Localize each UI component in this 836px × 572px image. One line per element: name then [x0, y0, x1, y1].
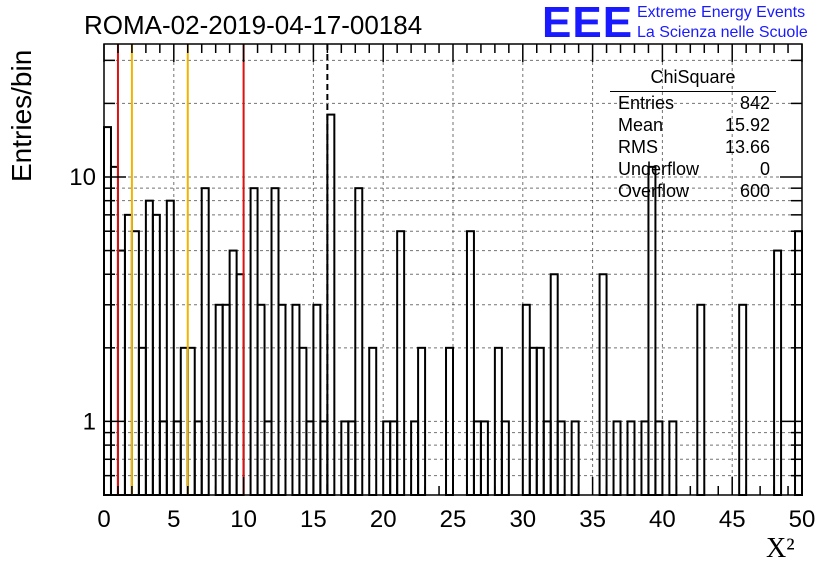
- x-tick-label: 40: [649, 506, 676, 533]
- stats-label: RMS: [618, 137, 658, 157]
- x-tick-label: 35: [579, 506, 606, 533]
- histogram-bin: [256, 303, 266, 496]
- histogram-bin: [647, 165, 657, 497]
- histogram-bin: [214, 303, 224, 496]
- plot-title: ROMA-02-2019-04-17-00184: [84, 10, 423, 40]
- histogram-bin: [151, 213, 161, 496]
- x-tick-label: 50: [789, 506, 816, 533]
- histogram-bin: [235, 273, 245, 497]
- x-tick-label: 0: [97, 506, 110, 533]
- x-tick-label: 45: [719, 506, 746, 533]
- x-tick-label: 10: [230, 506, 257, 533]
- stats-label: Underflow: [618, 159, 700, 179]
- histogram-bin: [270, 187, 280, 497]
- histogram-bin: [116, 249, 126, 496]
- x-tick-label: 25: [440, 506, 467, 533]
- x-tick-label: 15: [300, 506, 327, 533]
- stats-row-overflow: Overflow 600: [618, 181, 770, 203]
- histogram-bin: [228, 249, 238, 496]
- stats-label: Mean: [618, 115, 664, 135]
- histogram-bin: [354, 187, 364, 497]
- histogram-bin: [130, 230, 140, 497]
- histogram-bin: [696, 303, 706, 496]
- eee-logo: EEE: [542, 0, 634, 47]
- histogram-bin: [549, 273, 559, 497]
- histogram-bin: [103, 126, 112, 497]
- stats-row-entries: Entries 842: [618, 93, 770, 115]
- y-tick-label: 10: [69, 164, 96, 191]
- stats-value: 842: [739, 93, 770, 113]
- histogram-bin: [773, 249, 783, 496]
- reference-lines: [116, 44, 329, 495]
- histogram-bin: [465, 230, 475, 497]
- stats-value: 15.92: [724, 115, 770, 135]
- logo-caption-line1: Extreme Energy Events: [637, 4, 806, 21]
- histogram-bin: [200, 187, 210, 497]
- histogram-bin: [312, 303, 322, 496]
- stats-value: 0: [759, 159, 770, 179]
- x-tick-label: 5: [167, 506, 180, 533]
- x-axis-label: X²: [766, 533, 795, 564]
- histogram-bin: [123, 213, 133, 496]
- stats-row-mean: Mean 15.92: [618, 115, 770, 137]
- histogram-bin: [249, 187, 259, 497]
- y-tick-label: 1: [83, 408, 96, 435]
- histogram-bin: [277, 303, 287, 496]
- histogram-bin: [396, 230, 406, 497]
- stats-row-rms: RMS 13.66: [618, 137, 770, 159]
- stats-box: ChiSquare Entries 842 Mean 15.92 RMS 13.…: [608, 67, 778, 209]
- axes: 0 5 10 15 20 25 30 35 40 45 50 1 10: [69, 43, 816, 533]
- stats-value: 13.66: [724, 137, 770, 157]
- x-tick-label: 30: [509, 506, 536, 533]
- histogram-bin: [521, 303, 531, 496]
- histogram-bin: [738, 303, 748, 496]
- x-tick-label: 20: [370, 506, 397, 533]
- histogram-bin: [221, 303, 231, 496]
- histogram-bin: [598, 273, 608, 497]
- stats-label: Entries: [618, 93, 675, 113]
- stats-value: 600: [739, 181, 770, 201]
- histogram-bin: [291, 303, 301, 496]
- stats-label: Overflow: [618, 181, 690, 201]
- logo-caption-line2: La Scienza nelle Scuole: [637, 24, 808, 41]
- stats-title: ChiSquare: [650, 67, 736, 87]
- histogram-bin: [794, 230, 804, 497]
- stats-row-underflow: Underflow 0: [618, 159, 770, 181]
- stats-title-underline: [610, 91, 776, 92]
